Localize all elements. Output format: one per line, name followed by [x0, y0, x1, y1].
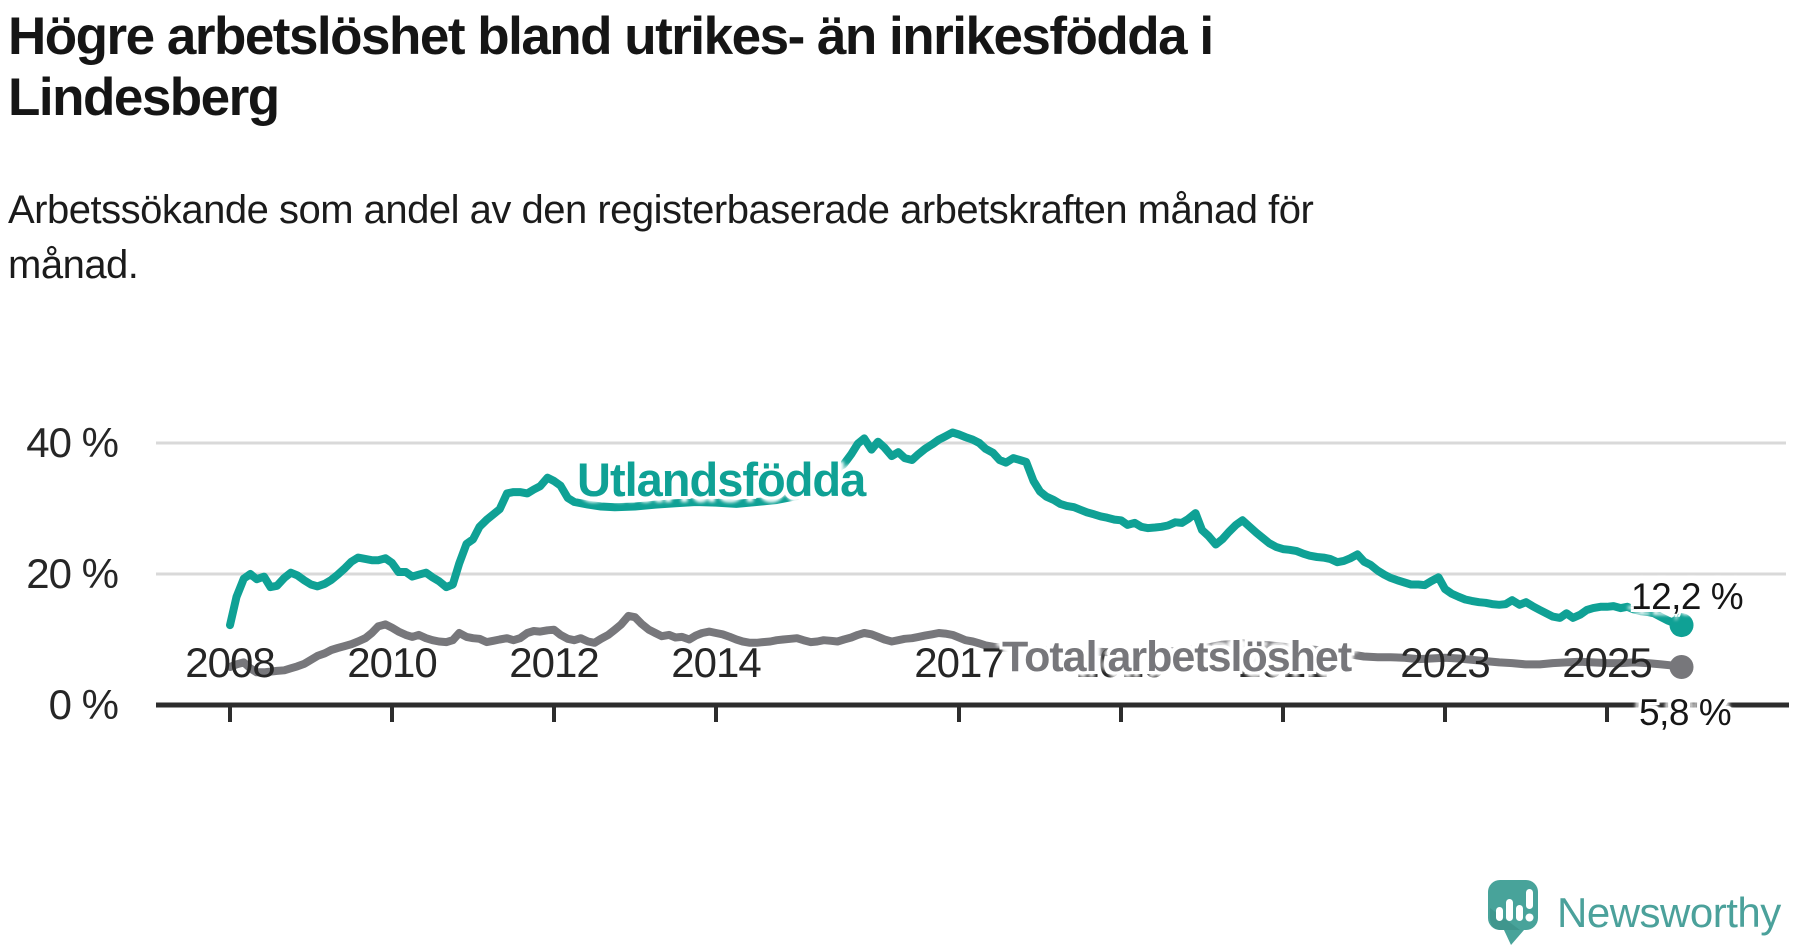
- end-value-label-utlandsfodda: 12,2 %: [1631, 576, 1744, 617]
- y-axis-tick-label-20: 20 %: [26, 550, 119, 597]
- y-axis-tick-label-0: 0 %: [48, 681, 119, 728]
- end-dot-total-arbetsloshet: [1669, 655, 1694, 680]
- series-line-total-arbetsloshet: [226, 611, 1686, 677]
- x-axis-tick-label-2010: 2010: [347, 639, 437, 686]
- x-axis-tick-label-2023: 2023: [1400, 639, 1490, 686]
- x-axis-tick-label-2008: 2008: [185, 639, 275, 686]
- chart-title: Högre arbetslöshet bland utrikes- än inr…: [8, 7, 1214, 128]
- newsworthy-wordmark: Newsworthy: [1557, 889, 1781, 936]
- series-label-total-arbetsloshet: Total arbetslöshet: [1002, 633, 1352, 681]
- newsworthy-bubble-chart-icon: [1488, 880, 1538, 945]
- x-axis-tick-label-2017: 2017: [914, 639, 1004, 686]
- x-axis-tick-label-2025: 2025: [1562, 639, 1652, 686]
- x-axis-tick-label-2014: 2014: [671, 639, 761, 686]
- series-line-utlandsfodda: [226, 428, 1686, 630]
- series-label-utlandsfodda: Utlandsfödda: [577, 453, 866, 506]
- x-axis-tick-label-2021: 2021: [1238, 639, 1328, 686]
- y-axis-tick-label-40: 40 %: [26, 419, 119, 466]
- newsworthy-logo: Newsworthy: [1488, 880, 1781, 946]
- x-axis-tick-label-2019: 2019: [1076, 639, 1166, 686]
- chart-subtitle: Arbetssökande som andel av den registerb…: [8, 188, 1314, 288]
- x-axis-tick-label-2012: 2012: [509, 639, 599, 686]
- end-dot-utlandsfodda: [1669, 613, 1694, 638]
- end-value-label-total: 5,8 %: [1639, 692, 1732, 733]
